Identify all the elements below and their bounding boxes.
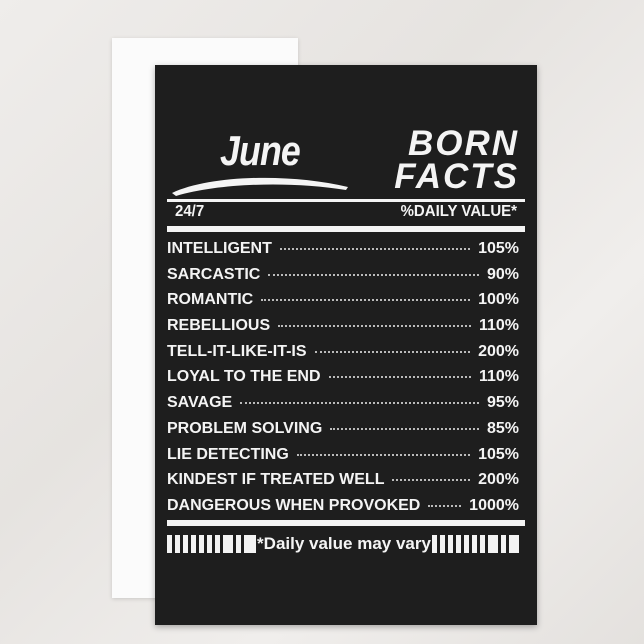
bar (223, 535, 233, 553)
barcode-left (167, 535, 256, 553)
fact-row: SAVAGE 95% (167, 394, 519, 420)
dot-leader (240, 402, 479, 405)
title-line-1: BORN (407, 124, 519, 163)
fact-row: LIE DETECTING 105% (167, 446, 519, 472)
fact-value: 1000% (469, 496, 519, 514)
fact-value: 90% (486, 265, 519, 283)
bar (440, 535, 445, 553)
fact-label: LOYAL TO THE END (167, 368, 321, 386)
fact-row: LOYAL TO THE END 110% (167, 368, 519, 394)
fact-value: 200% (478, 471, 519, 489)
bar (175, 535, 180, 553)
fact-value: 200% (478, 342, 519, 360)
fact-value: 105% (478, 445, 519, 463)
bar (432, 535, 437, 553)
fact-label: PROBLEM SOLVING (167, 419, 323, 437)
card-front: June BORN FACTS 24/7 %DAILY VALUE* INTEL… (155, 65, 537, 625)
dot-leader (268, 273, 479, 276)
swoosh-underline (172, 177, 348, 196)
bar (215, 535, 220, 553)
bar (509, 535, 519, 553)
dot-leader (279, 248, 471, 250)
fact-label: SAVAGE (167, 394, 233, 412)
fact-label: ROMANTIC (167, 291, 254, 309)
fact-row: DANGEROUS WHEN PROVOKED 1000% (167, 497, 519, 523)
fact-row: ROMANTIC 100% (167, 291, 519, 317)
fact-value: 110% (478, 317, 519, 335)
fact-label: LIE DETECTING (167, 445, 289, 463)
dot-leader (330, 427, 479, 430)
month-title: June (220, 127, 301, 174)
fact-label: DANGEROUS WHEN PROVOKED (167, 496, 421, 514)
bar (236, 535, 241, 553)
divider-thick (167, 520, 525, 526)
footer: *Daily value may vary (167, 534, 519, 554)
bar (183, 535, 188, 553)
bar (456, 535, 461, 553)
facts-list: INTELLIGENT 105% SARCASTIC 90% ROMANTIC 100% R… (167, 240, 519, 523)
fact-row: KINDEST IF TREATED WELL 200% (167, 471, 519, 497)
bar (472, 535, 477, 553)
bar (480, 535, 485, 553)
dot-leader (328, 376, 471, 379)
fact-value: 95% (486, 394, 519, 412)
fact-row: PROBLEM SOLVING 85% (167, 420, 519, 446)
bar (167, 535, 172, 553)
dot-leader (314, 350, 471, 353)
fact-value: 110% (478, 368, 519, 386)
fact-row: TELL-IT-LIKE-IT-IS 200% (167, 343, 519, 369)
title-line-2: FACTS (394, 157, 519, 196)
bar (488, 535, 498, 553)
bar (191, 535, 196, 553)
divider-thick (167, 226, 525, 232)
fact-label: SARCASTIC (167, 265, 261, 283)
fact-label: TELL-IT-LIKE-IT-IS (167, 342, 307, 360)
fact-row: SARCASTIC 90% (167, 266, 519, 292)
bar (448, 535, 453, 553)
bar (501, 535, 506, 553)
dot-leader (278, 325, 471, 328)
fact-row: REBELLIOUS 110% (167, 317, 519, 343)
fact-label: KINDEST IF TREATED WELL (167, 471, 385, 489)
dot-leader (392, 479, 471, 482)
born-facts-title: BORN FACTS (394, 124, 519, 196)
footer-note: *Daily value may vary (257, 534, 431, 553)
fact-row: INTELLIGENT 105% (167, 240, 519, 266)
bar (464, 535, 469, 553)
fact-value: 100% (478, 291, 519, 309)
fact-label: REBELLIOUS (167, 317, 271, 335)
bar (244, 535, 256, 553)
fact-label: INTELLIGENT (167, 240, 272, 257)
divider (167, 199, 525, 202)
dot-leader (261, 299, 471, 302)
dot-leader (428, 504, 462, 507)
fact-value: 105% (478, 240, 519, 257)
dot-leader (296, 453, 471, 456)
bar (199, 535, 204, 553)
header-left: 24/7 (175, 202, 205, 221)
bar (207, 535, 212, 553)
barcode-right (432, 535, 519, 553)
fact-value: 85% (486, 419, 519, 437)
header-right: %DAILY VALUE* (400, 202, 517, 221)
table-header: 24/7 %DAILY VALUE* (167, 203, 525, 221)
